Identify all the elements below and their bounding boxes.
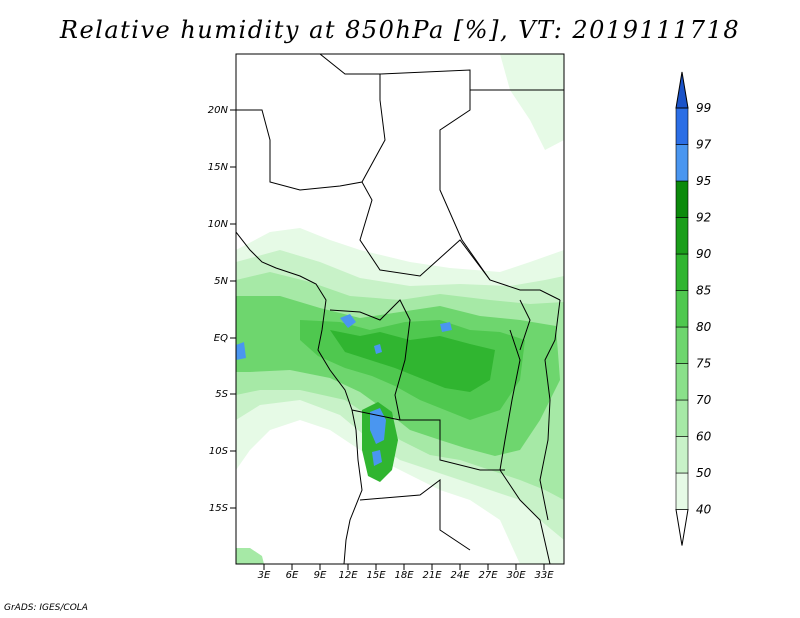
border-congo [329,299,505,471]
colorbar-segment-75 [675,326,689,364]
lon-label-6: 21E [422,570,442,581]
colorbar-segment-90 [675,217,689,255]
lon-label-3: 12E [338,570,358,581]
humidity-field [236,54,564,564]
colorbar-label-40: 40 [696,503,712,517]
humidity-blue-patch-2 [372,450,382,466]
colorbar-segment-50 [675,436,689,474]
colorbar-segment-80 [675,290,689,328]
colorbar-label-97: 97 [696,138,712,152]
lat-label-5: 5S [215,389,228,400]
colorbar-label-90: 90 [696,247,712,261]
lat-label-7: 15S [209,503,229,514]
colorbar-segment-40 [675,472,689,510]
colorbar-segment-70 [675,363,689,401]
colorbar: 40 50 60 70 75 80 85 90 92 95 97 99 [675,71,712,546]
humidity-northeast-patch [500,54,564,150]
lon-label-2: 9E [314,570,327,581]
west-africa-coast [236,231,363,564]
latitude-axis: 20N 15N 10N 5N EQ 5S 10S 15S [208,105,236,514]
colorbar-segment-95 [675,144,689,182]
lon-label-7: 24E [450,570,470,581]
lon-label-8: 27E [478,570,498,581]
lat-label-3: 5N [214,276,228,287]
map-frame [235,53,565,565]
humidity-blue-patch-5 [440,322,452,332]
colorbar-label-95: 95 [696,174,711,188]
lat-label-4: EQ [214,333,228,344]
colorbar-segment-97 [675,107,689,145]
colorbar-label-50: 50 [696,466,712,480]
longitude-axis: 3E 6E 9E 12E 15E 18E 21E 24E 27E 30E 33E [258,564,554,581]
lat-label-6: 10S [209,446,229,457]
humidity-band-90 [330,330,495,392]
colorbar-label-70: 70 [696,393,712,407]
lat-label-1: 15N [208,162,229,173]
lon-label-4: 15E [366,570,386,581]
border-north-2 [379,69,491,281]
lon-label-1: 6E [286,570,299,581]
credit-label: GrADS: IGES/COLA [4,603,88,613]
lon-label-9: 30E [506,570,526,581]
colorbar-segment-60 [675,399,689,437]
colorbar-label-85: 85 [696,284,711,298]
border-north-1 [236,54,386,191]
lake-outline [519,299,531,351]
humidity-sw-corner-patch [236,548,264,564]
humidity-blue-patch-4 [236,342,246,360]
colorbar-segment-92 [675,180,689,218]
border-east-coast [539,299,561,521]
humidity-blue-patch-3 [340,314,356,328]
country-borders [236,54,564,564]
lat-label-0: 20N [208,105,229,116]
border-angola [351,409,471,551]
colorbar-label-75: 75 [696,357,711,371]
humidity-blue-patch-6 [374,344,382,354]
colorbar-segment-max [675,71,689,109]
humidity-blue-patch-1 [370,408,386,444]
lon-label-5: 18E [394,570,414,581]
lon-label-0: 3E [258,570,271,581]
lat-label-2: 10N [208,219,229,230]
colorbar-segment-85 [675,253,689,291]
colorbar-label-80: 80 [696,320,712,334]
colorbar-label-92: 92 [696,211,711,225]
colorbar-segment-min [675,509,689,546]
colorbar-label-99: 99 [696,101,711,115]
border-central-africa [359,181,561,301]
lon-label-10: 33E [534,570,554,581]
colorbar-label-60: 60 [696,430,712,444]
chart-title: Relative humidity at 850hPa [%], VT: 201… [59,16,741,44]
border-east-lakes [499,329,551,564]
